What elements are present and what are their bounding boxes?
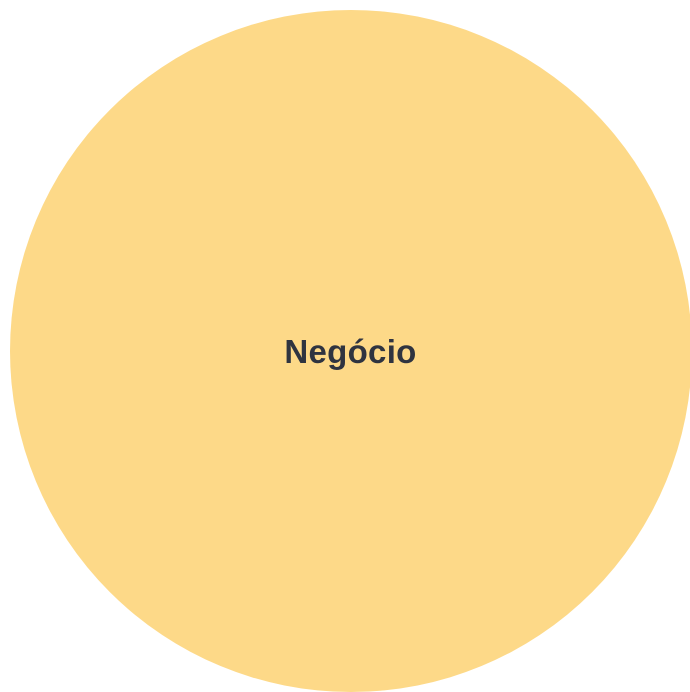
circle-label: Negócio — [284, 333, 417, 370]
business-circle: Negócio — [10, 10, 690, 692]
